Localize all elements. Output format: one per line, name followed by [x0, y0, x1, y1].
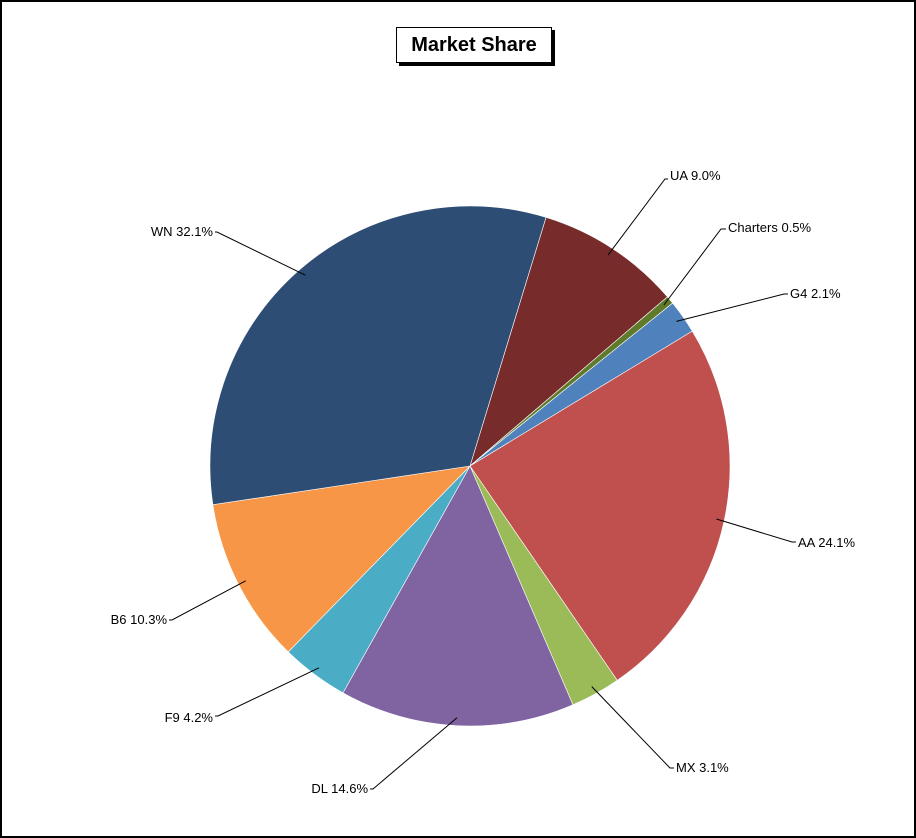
- leader-line-b6: [169, 580, 246, 621]
- pie-slice-wn: [209, 205, 547, 506]
- data-label-b6: B6 10.3%: [111, 612, 168, 627]
- leader-line-mx: [591, 686, 674, 769]
- data-label-g4: G4 2.1%: [790, 286, 841, 301]
- leader-lines: [169, 178, 796, 790]
- pie-slices: [209, 205, 731, 727]
- leader-line-aa: [716, 518, 796, 543]
- data-label-charters: Charters 0.5%: [728, 220, 812, 235]
- leader-line-wn: [215, 231, 306, 276]
- data-label-mx: MX 3.1%: [676, 760, 729, 775]
- data-label-wn: WN 32.1%: [151, 224, 214, 239]
- pie-slice-dl: [342, 465, 574, 727]
- leader-line-ua: [607, 178, 668, 256]
- leader-line-charters: [663, 228, 726, 306]
- leader-line-dl: [370, 717, 458, 790]
- leader-line-f9: [215, 667, 320, 717]
- chart-title: Market Share: [396, 27, 552, 63]
- data-label-f9: F9 4.2%: [165, 710, 214, 725]
- data-labels: UA 9.0% Charters 0.5% G4 2.1% AA 24.1% MX 3.…: [111, 168, 856, 796]
- data-label-aa: AA 24.1%: [798, 535, 856, 550]
- leader-line-g4: [676, 293, 788, 322]
- pie-slice-aa: [469, 330, 731, 681]
- data-label-ua: UA 9.0%: [670, 168, 721, 183]
- data-label-dl: DL 14.6%: [311, 781, 368, 796]
